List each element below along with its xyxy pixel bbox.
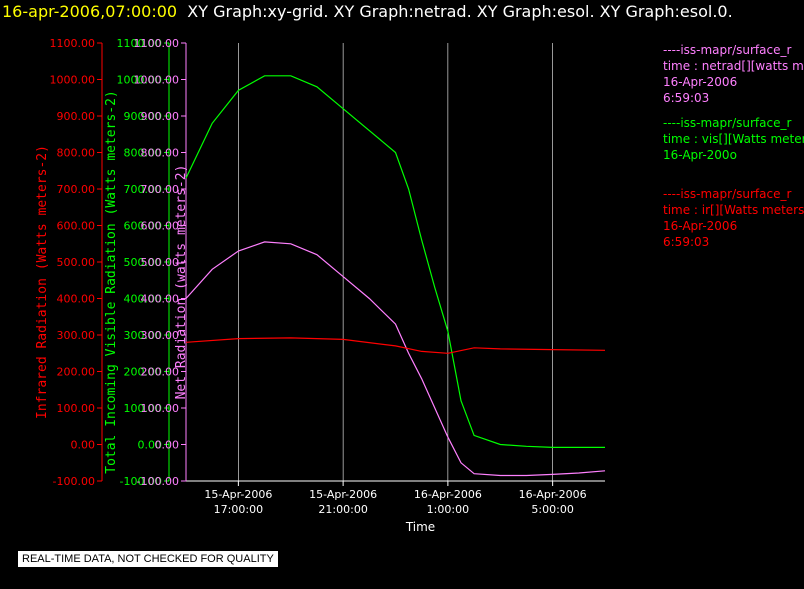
ir-y-tick-label: 700.00	[57, 183, 96, 196]
x-tick-label: 15-Apr-2006	[204, 488, 272, 501]
ir-y-tick-label: 200.00	[57, 366, 96, 379]
legend-netrad: ----iss-mapr/surface_r time : netrad[][w…	[663, 42, 804, 106]
legend-netrad-line3: 16-Apr-2006	[663, 75, 738, 89]
ir-y-tick-label: 1000.00	[50, 74, 96, 87]
legend-vis-line2: time : vis[][Watts meter	[663, 132, 804, 146]
x-tick-label: 1:00:00	[427, 503, 469, 516]
legend-ir-line1: ----iss-mapr/surface_r	[663, 187, 792, 201]
x-tick-label: 16-Apr-2006	[414, 488, 482, 501]
legend-netrad-line1: ----iss-mapr/surface_r	[663, 43, 792, 57]
ir-y-tick-label: 600.00	[57, 220, 96, 233]
legend-vis-line1: ----iss-mapr/surface_r	[663, 116, 792, 130]
vis-y-tick-label: 800.00	[124, 147, 163, 160]
netrad-y-tick-label: -100.00	[137, 475, 179, 488]
vis-y-tick-label: 1100.00	[117, 37, 163, 50]
legend-ir-line4: 6:59:03	[663, 235, 710, 249]
ir-y-tick-label: 100.00	[57, 402, 96, 415]
ir-y-axis-label: Infrared Radiation (Watts meters-2)	[35, 145, 50, 419]
vis-y-tick-label: 900.00	[124, 110, 163, 123]
vis-y-axis-label: Total Incoming Visible Radiation (Watts …	[104, 90, 119, 474]
netrad-y-tick-label: 800.00	[141, 147, 180, 160]
vis-y-tick-label: 0.00	[138, 439, 163, 452]
vis-y-tick-label: 600.00	[124, 220, 163, 233]
netrad-y-tick-label: 300.00	[141, 329, 180, 342]
legend-ir-line3: 16-Apr-2006	[663, 219, 738, 233]
legend-vis: ----iss-mapr/surface_r time : vis[][Watt…	[663, 115, 804, 163]
legend-netrad-line2: time : netrad[][watts m	[663, 59, 804, 73]
vis-y-tick-label: -100.00	[120, 475, 162, 488]
ir-y-tick-label: 400.00	[57, 293, 96, 306]
netrad-y-tick-label: 500.00	[141, 256, 180, 269]
ir-y-tick-label: 0.00	[71, 439, 96, 452]
netrad-y-tick-label: 100.00	[141, 402, 180, 415]
netrad-y-tick-label: 400.00	[141, 293, 180, 306]
vis-y-tick-label: 500.00	[124, 256, 163, 269]
x-tick-label: 17:00:00	[214, 503, 263, 516]
ir-y-tick-label: 800.00	[57, 147, 96, 160]
x-tick-label: 21:00:00	[318, 503, 367, 516]
quality-notice: REAL-TIME DATA, NOT CHECKED FOR QUALITY	[18, 551, 278, 567]
ir-y-tick-label: 900.00	[57, 110, 96, 123]
netrad-y-tick-label: 700.00	[141, 183, 180, 196]
ir-y-tick-label: 300.00	[57, 329, 96, 342]
ir-y-tick-label: -100.00	[53, 475, 95, 488]
legend-ir: ----iss-mapr/surface_r time : ir[][Watts…	[663, 186, 804, 250]
header-title: 16-apr-2006,07:00:00 XY Graph:xy-grid. X…	[2, 2, 733, 21]
vis-y-tick-label: 400.00	[124, 293, 163, 306]
vis-y-tick-label: 700.00	[124, 183, 163, 196]
x-tick-label: 15-Apr-2006	[309, 488, 377, 501]
x-tick-label: 5:00:00	[531, 503, 573, 516]
netrad-y-tick-label: 0.00	[155, 439, 180, 452]
netrad-y-tick-label: 1100.00	[134, 37, 180, 50]
legend-vis-line3: 16-Apr-200o	[663, 148, 737, 162]
header-timestamp: 16-apr-2006,07:00:00	[2, 2, 178, 21]
netrad-y-axis-label: Net Radiation (watts meters-2)	[174, 165, 189, 400]
vis-series-line	[185, 75, 605, 448]
legend-ir-line2: time : ir[][Watts meters	[663, 203, 804, 217]
legend-netrad-line4: 6:59:03	[663, 91, 710, 105]
vis-y-tick-label: 200.00	[124, 366, 163, 379]
netrad-y-tick-label: 600.00	[141, 220, 180, 233]
netrad-y-tick-label: 1000.00	[134, 74, 180, 87]
x-axis-label: Time	[405, 520, 435, 534]
netrad-series-line	[185, 241, 606, 477]
vis-y-tick-label: 300.00	[124, 329, 163, 342]
header-graph-list: XY Graph:xy-grid. XY Graph:netrad. XY Gr…	[187, 2, 733, 21]
vis-y-tick-label: 1000.00	[117, 74, 163, 87]
netrad-y-tick-label: 200.00	[141, 366, 180, 379]
netrad-y-tick-label: 900.00	[141, 110, 180, 123]
ir-y-tick-label: 1100.00	[50, 37, 96, 50]
vis-y-tick-label: 100.00	[124, 402, 163, 415]
ir-y-tick-label: 500.00	[57, 256, 96, 269]
x-tick-label: 16-Apr-2006	[519, 488, 587, 501]
ir-series-line	[185, 337, 606, 354]
